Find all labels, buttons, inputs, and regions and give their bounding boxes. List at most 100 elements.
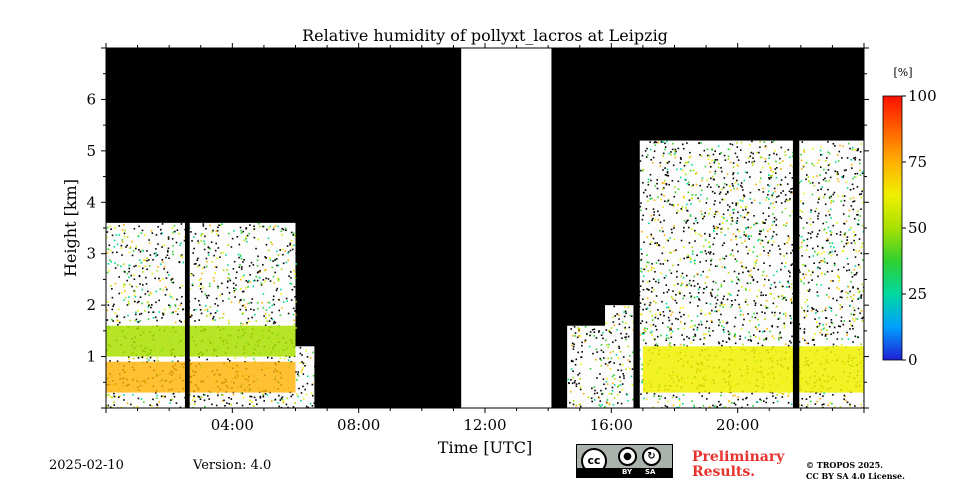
noise-pixel xyxy=(774,168,777,170)
noise-pixel xyxy=(198,299,200,302)
noise-pixel xyxy=(649,141,651,143)
noise-pixel xyxy=(202,223,205,225)
noise-pixel xyxy=(817,252,820,254)
noise-pixel xyxy=(774,311,776,314)
noise-pixel xyxy=(788,340,791,342)
noise-pixel xyxy=(755,183,757,186)
noise-pixel xyxy=(663,200,666,203)
noise-pixel xyxy=(641,154,644,157)
noise-pixel xyxy=(774,149,776,152)
noise-pixel xyxy=(762,294,764,296)
noise-pixel xyxy=(725,183,728,186)
noise-pixel xyxy=(650,269,653,271)
noise-pixel xyxy=(156,254,159,256)
noise-pixel xyxy=(628,367,631,370)
noise-pixel xyxy=(732,173,734,176)
noise-pixel xyxy=(682,169,684,172)
noise-pixel xyxy=(114,282,117,285)
noise-pixel xyxy=(762,271,765,273)
noise-pixel xyxy=(711,295,713,298)
noise-pixel xyxy=(701,251,703,254)
noise-pixel xyxy=(745,397,747,400)
noise-pixel xyxy=(279,357,282,359)
noise-pixel xyxy=(572,370,574,373)
noise-pixel xyxy=(667,199,670,202)
noise-pixel xyxy=(798,323,801,326)
noise-pixel xyxy=(220,252,222,255)
noise-pixel xyxy=(667,239,670,242)
noise-pixel xyxy=(274,259,276,262)
noise-pixel xyxy=(764,145,767,148)
noise-pixel xyxy=(710,259,712,262)
noise-pixel xyxy=(805,398,808,401)
noise-pixel xyxy=(133,294,136,296)
noise-pixel xyxy=(736,172,739,175)
noise-pixel xyxy=(857,148,859,150)
noise-pixel xyxy=(737,278,740,281)
noise-pixel xyxy=(773,314,776,317)
noise-pixel xyxy=(716,299,719,301)
noise-pixel xyxy=(742,398,744,401)
noise-pixel xyxy=(718,185,720,188)
noise-pixel xyxy=(572,399,575,402)
noise-pixel xyxy=(228,292,231,294)
noise-pixel xyxy=(148,242,151,245)
noise-pixel xyxy=(671,204,673,206)
noise-pixel xyxy=(861,242,864,245)
noise-pixel xyxy=(580,356,583,358)
noise-pixel xyxy=(268,320,271,322)
noise-pixel xyxy=(785,224,787,227)
noise-pixel xyxy=(150,304,153,306)
noise-pixel xyxy=(677,180,680,183)
noise-pixel xyxy=(860,297,862,299)
cc-license-badge[interactable]: cc ● ↻ BY SA xyxy=(576,444,673,478)
noise-pixel xyxy=(697,283,699,285)
noise-pixel xyxy=(673,227,675,229)
noise-pixel xyxy=(705,202,708,204)
noise-pixel xyxy=(644,327,646,329)
noise-pixel xyxy=(817,275,819,278)
noise-pixel xyxy=(166,288,168,291)
noise-pixel xyxy=(701,179,703,182)
noise-pixel xyxy=(703,287,705,290)
noise-pixel xyxy=(221,393,223,396)
noise-pixel xyxy=(250,308,252,311)
noise-pixel xyxy=(600,389,602,392)
noise-pixel xyxy=(608,343,610,346)
noise-pixel xyxy=(152,311,155,313)
noise-pixel xyxy=(158,401,160,403)
noise-pixel xyxy=(820,260,823,263)
noise-pixel xyxy=(572,403,575,406)
noise-pixel xyxy=(677,283,679,285)
noise-pixel xyxy=(671,179,674,182)
noise-pixel xyxy=(214,312,217,314)
noise-pixel xyxy=(673,238,676,241)
noise-pixel xyxy=(712,225,715,228)
noise-pixel xyxy=(667,337,670,339)
noise-pixel xyxy=(612,350,614,353)
noise-pixel xyxy=(281,227,284,230)
noise-pixel xyxy=(837,268,840,271)
noise-pixel xyxy=(823,327,826,329)
noise-pixel xyxy=(747,339,750,341)
noise-pixel xyxy=(760,399,762,402)
noise-pixel xyxy=(142,259,145,261)
noise-pixel xyxy=(745,235,747,237)
noise-pixel xyxy=(302,373,305,375)
noise-pixel xyxy=(241,313,244,315)
noise-pixel xyxy=(785,286,788,288)
noise-pixel xyxy=(764,278,766,281)
noise-pixel xyxy=(263,400,266,402)
noise-pixel xyxy=(721,325,723,327)
noise-pixel xyxy=(126,236,129,238)
noise-pixel xyxy=(731,280,733,283)
noise-pixel xyxy=(759,398,761,401)
noise-pixel xyxy=(740,206,742,208)
noise-pixel xyxy=(203,240,205,243)
noise-pixel xyxy=(778,317,781,320)
noise-pixel xyxy=(672,264,674,267)
noise-pixel xyxy=(810,236,812,239)
noise-pixel xyxy=(800,153,802,156)
noise-pixel xyxy=(159,279,161,282)
noise-pixel xyxy=(773,216,776,219)
